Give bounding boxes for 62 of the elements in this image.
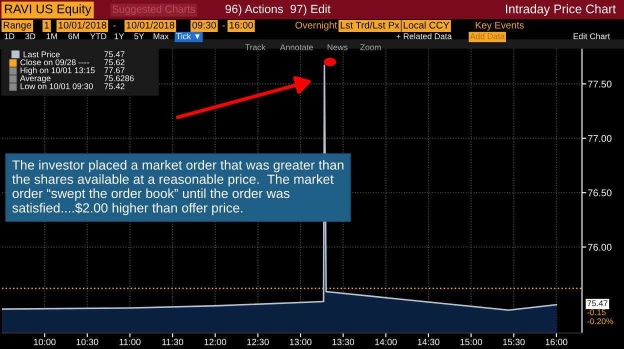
text: Local CCY [404,21,450,29]
annotation: Close on 09/28 ---- [20,59,90,66]
legend-label: Last Price [24,51,60,58]
text: Overnight [295,21,338,31]
annotation: Average [20,75,51,83]
text: 1 [44,22,49,29]
annotation: 75.47 [104,51,124,58]
annotation: High on 10/01 13:15 [20,67,95,75]
text: -0.20% [587,318,614,324]
text: 96) Actions [226,4,283,16]
text: 10/01/2018 [58,21,106,29]
chart-title: RAVI US Equity [5,4,92,16]
x-tick-label: 11:30 [162,338,184,346]
text: 09:30 [192,22,216,29]
text: Suggested Charts [112,5,196,15]
annotation: 75.62 [104,59,124,66]
text: Max [154,33,169,40]
y-tick-label: 76.50 [588,189,612,196]
x-tick-label: 12:30 [247,338,269,346]
text: 97) Edit [290,4,331,16]
annotation: 75.42 [104,83,124,90]
text: 10/01/2018 [126,21,174,29]
text: Edit Chart [574,33,610,40]
text: Lst Trd/Lst Px [340,21,400,29]
annotation: Track [245,44,266,50]
x-tick-label: 15:00 [460,338,482,346]
annotation: 75.6286 [104,75,134,82]
text: 1Y [114,33,124,40]
text: 1D [4,33,14,40]
text: 6M [68,33,79,40]
x-tick-label: 13:00 [290,338,312,346]
x-tick-label: 10:00 [34,338,56,346]
x-tick-label: 13:30 [332,338,354,346]
text: 16:00 [230,22,253,29]
annotation: The investor placed a market order that was greater than the shares available at a reasonable price. The market order “swept the order book” until the order was satisfied....$2.00 higher than offer price. [12,160,344,216]
text: 75.47 [587,300,608,306]
text: Key Events [476,22,524,31]
text: -0.15 [587,309,606,316]
annotation: Zoom [360,44,381,50]
annotation: Low on 10/01 09:30 [20,83,93,90]
x-tick-label: 14:30 [418,338,440,346]
annotation: News [328,44,348,50]
text: YTD [90,33,106,40]
annotation: 77.67 [104,67,124,74]
text: 1M [46,33,57,40]
chart-subtitle: Intraday Price Chart [506,4,616,16]
text: Add Data [470,33,505,40]
x-tick-label: 14:00 [375,338,397,346]
text: Tick ▼ [176,33,200,40]
text: 3D [25,33,36,40]
y-tick-label: 77.00 [588,135,612,142]
x-tick-label: 12:00 [204,338,226,346]
text: 5Y [134,33,144,40]
y-tick-label: 76.00 [588,244,612,251]
text: Range [4,22,32,31]
x-tick-label: 11:00 [120,338,141,346]
text: + Related Data [396,33,452,40]
annotation: Annotate [280,44,313,50]
x-tick-label: 16:00 [546,338,568,346]
x-tick-label: 15:30 [503,338,525,346]
x-tick-label: 10:30 [76,338,98,346]
y-tick-label: 77.50 [588,80,612,88]
